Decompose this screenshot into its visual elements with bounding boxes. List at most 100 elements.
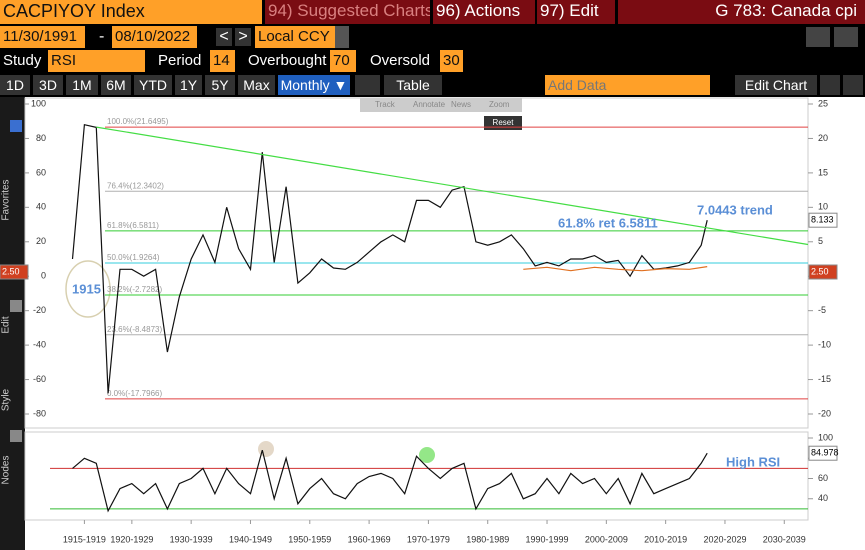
y-tick-label: 100: [31, 98, 46, 108]
y2-tick-label: 15: [818, 167, 828, 177]
y2-tick-label: -15: [818, 374, 831, 384]
x-tick-label: 1920-1929: [110, 534, 153, 544]
icon-button[interactable]: [820, 75, 840, 95]
rsi-last-value-label: 84.978: [811, 448, 839, 458]
ticker: CACPIYOY Index: [0, 0, 262, 24]
x-tick-label: 1950-1959: [288, 534, 331, 544]
range-button[interactable]: 5Y: [205, 75, 235, 95]
y-tick-label: -60: [33, 374, 46, 384]
x-tick-label: 2030-2039: [763, 534, 806, 544]
chart-icon[interactable]: [355, 75, 380, 95]
period[interactable]: 14: [210, 50, 235, 72]
currency[interactable]: Local CCY: [255, 26, 335, 48]
level-label: 23.6%(-8.4873): [107, 325, 162, 334]
menu-actions[interactable]: 96) Actions: [433, 0, 535, 24]
highlight-circle: [419, 447, 435, 463]
range-button[interactable]: 1Y: [175, 75, 202, 95]
prev-button[interactable]: <: [216, 28, 232, 46]
range-button[interactable]: YTD: [134, 75, 172, 95]
undo[interactable]: [806, 27, 830, 47]
sidebar-label: Favorites: [1, 179, 12, 220]
start-date[interactable]: 11/30/1991: [0, 26, 85, 48]
highlight-circle: [65, 260, 111, 318]
sidebar-label: Style: [1, 388, 12, 411]
sidebar-label: Nodes: [1, 456, 12, 485]
sidebar-icon[interactable]: [10, 300, 22, 312]
level-label: 0.0%(-17.7966): [107, 389, 162, 398]
y2-tick-label: -20: [818, 408, 831, 418]
rsi-tick-label: 40: [818, 493, 828, 503]
range-button[interactable]: 3D: [33, 75, 63, 95]
y2-tick-label: 20: [818, 133, 828, 143]
range-button[interactable]: 1D: [0, 75, 30, 95]
edit-chart[interactable]: Edit Chart: [735, 75, 817, 95]
level-box: [808, 264, 838, 280]
sidebar-label: Edit: [1, 316, 12, 333]
y2-tick-label: -10: [818, 339, 831, 349]
menu-edit[interactable]: 97) Edit: [537, 0, 615, 24]
level-box-label: 2.50: [811, 266, 829, 276]
level-box-label: 2.50: [2, 266, 20, 276]
oversold[interactable]: 30: [440, 50, 463, 72]
next-button[interactable]: >: [235, 28, 251, 46]
level-box: [0, 264, 29, 280]
table-button[interactable]: Table: [384, 75, 442, 95]
rsi-pane: [24, 431, 809, 521]
tool-label[interactable]: News: [451, 100, 471, 109]
reset-button[interactable]: [484, 116, 522, 130]
tool-label[interactable]: Zoom: [489, 100, 510, 109]
last-value: [808, 212, 838, 228]
series-line: [72, 449, 708, 513]
chart-background: [25, 97, 865, 550]
annotation: 61.8% ret 6.5811: [558, 215, 658, 230]
frequency[interactable]: Monthly ▼: [278, 75, 350, 95]
y-tick-label: 20: [36, 236, 46, 246]
annotation: 7.0443 trend: [697, 202, 773, 217]
end-date[interactable]: 08/10/2022: [112, 26, 197, 48]
y-tick-label: -40: [33, 339, 46, 349]
level-label: 50.0%(1.9264): [107, 253, 160, 262]
add-data[interactable]: Add Data: [545, 75, 710, 95]
highlight-circle: [258, 441, 274, 457]
x-tick-label: 1960-1969: [348, 534, 391, 544]
menu-suggested[interactable]: 94) Suggested Charts: [265, 0, 430, 24]
sidebar-icon[interactable]: [10, 120, 22, 132]
level-label: 61.8%(6.5811): [107, 221, 159, 230]
range-button[interactable]: 1M: [66, 75, 98, 95]
tool-label[interactable]: Track: [375, 100, 396, 109]
y-tick-label: -80: [33, 408, 46, 418]
x-tick-label: 1915-1919: [63, 534, 106, 544]
x-tick-label: 1990-1999: [526, 534, 569, 544]
range-button[interactable]: Max: [238, 75, 275, 95]
y2-tick-label: 25: [818, 98, 828, 108]
last-value-label: 8.133: [811, 215, 834, 225]
tool-label[interactable]: Annotate: [413, 100, 446, 109]
overbought[interactable]: 70: [330, 50, 356, 72]
series-line: [71, 123, 708, 394]
period-label: Period: [158, 52, 202, 69]
y2-tick-label: 10: [818, 202, 828, 212]
y-tick-label: 60: [36, 167, 46, 177]
rsi-tick-label: 60: [818, 473, 828, 483]
oversold-label: Oversold: [370, 52, 431, 69]
sidebar-icon[interactable]: [10, 430, 22, 442]
annotation: High RSI: [726, 454, 780, 469]
study[interactable]: RSI: [48, 50, 145, 72]
currency-dropdown[interactable]: [335, 26, 349, 48]
trend-line: [96, 126, 809, 246]
range-button[interactable]: 6M: [101, 75, 131, 95]
page-title: G 783: Canada cpi: [618, 0, 865, 24]
tool-strip: [360, 98, 522, 112]
x-tick-label: 2010-2019: [644, 534, 687, 544]
y-tick-label: 40: [36, 202, 46, 212]
y-tick-label: 0: [41, 271, 46, 281]
dash: -: [99, 28, 105, 45]
x-tick-label: 1940-1949: [229, 534, 272, 544]
reset-label[interactable]: Reset: [493, 118, 515, 127]
redo[interactable]: [834, 27, 858, 47]
icon-button[interactable]: [843, 75, 863, 95]
level-label: 100.0%(21.6495): [107, 117, 169, 126]
chart: Favorites Edit Style Nodes Reset Track An…: [0, 97, 865, 550]
x-tick-label: 2020-2029: [703, 534, 746, 544]
